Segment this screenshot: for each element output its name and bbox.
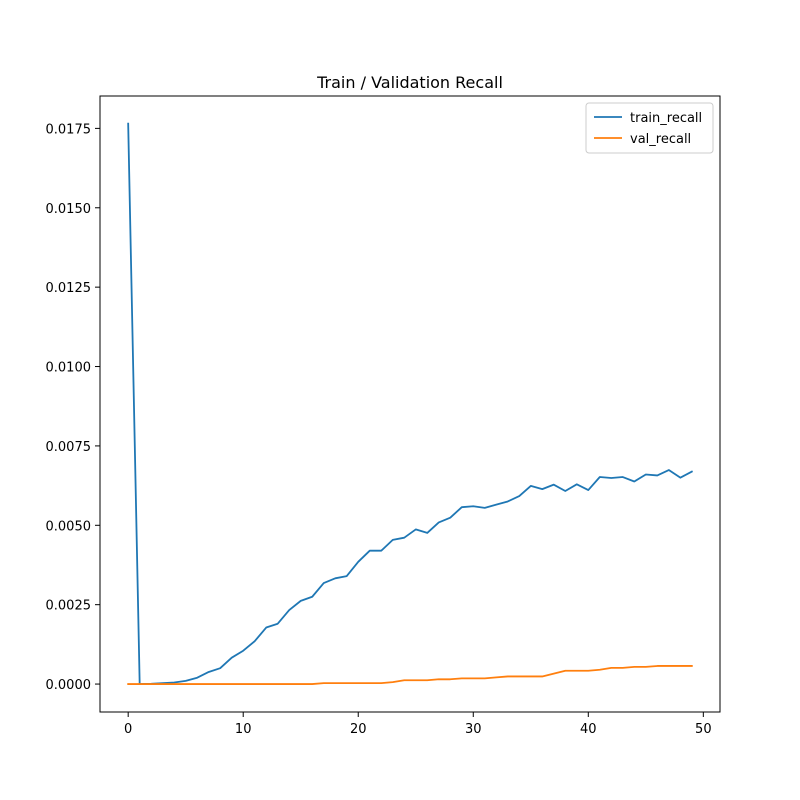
y-tick-label: 0.0125 (46, 281, 92, 296)
legend-label-train-recall: train_recall (630, 111, 702, 126)
y-tick-label: 0.0100 (46, 361, 92, 376)
x-tick-label: 20 (350, 722, 367, 737)
y-tick-label: 0.0075 (46, 440, 92, 455)
y-tick-label: 0.0025 (46, 599, 92, 614)
x-tick-label: 0 (124, 722, 132, 737)
series-line-val-recall (127, 665, 693, 685)
x-tick-label: 30 (465, 722, 482, 737)
axes-frame (99, 95, 721, 713)
y-tick-label: 0.0050 (46, 519, 92, 534)
y-tick-label: 0.0000 (46, 678, 92, 693)
legend-label-val-recall: val_recall (630, 132, 691, 147)
chart-title: Train / Validation Recall (316, 73, 503, 92)
plot-area (127, 122, 694, 685)
y-tick-label: 0.0150 (46, 202, 92, 217)
x-tick-label: 40 (580, 722, 597, 737)
x-tick-label: 50 (695, 722, 712, 737)
legend-box (585, 102, 714, 154)
series-line-train-recall (127, 122, 694, 685)
legend: train_recall val_recall (585, 102, 714, 154)
axes: 0 10 20 30 40 50 0.0000 0.0025 0.0050 0.0075 0.010… (46, 95, 721, 737)
y-tick-label: 0.0175 (46, 122, 92, 137)
x-tick-label: 10 (235, 722, 252, 737)
